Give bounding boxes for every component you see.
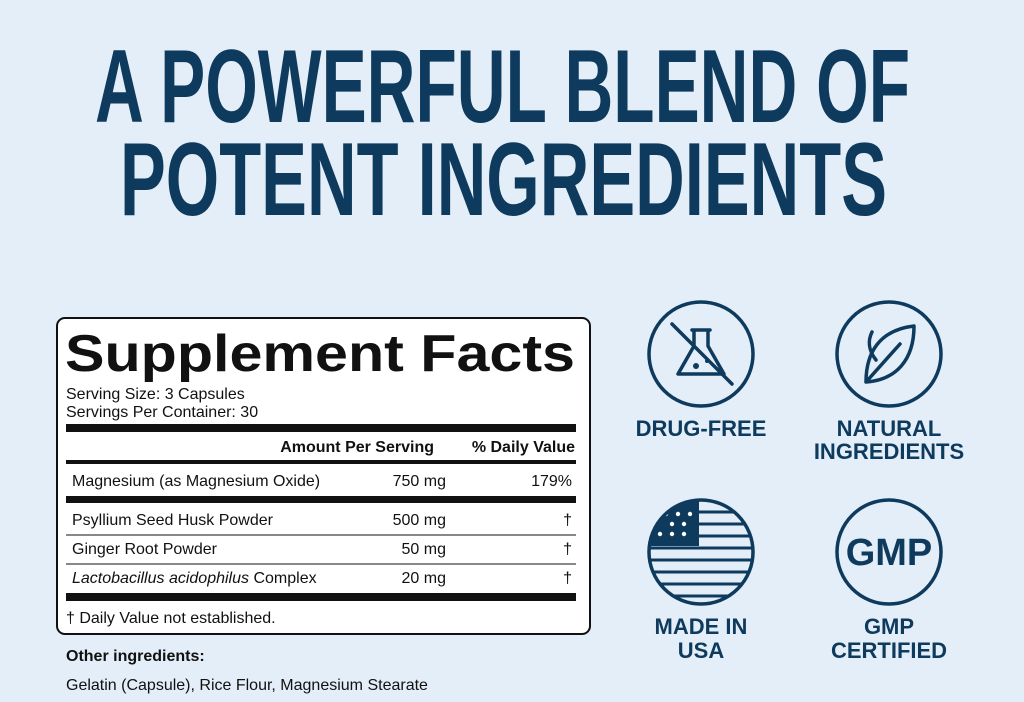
natural-icon (835, 300, 943, 408)
gmp-icon-text: GMP (846, 532, 933, 574)
badge-label: DRUG-FREE (636, 416, 767, 441)
badge-label: USA (678, 638, 725, 663)
ingredient-dv: † (563, 570, 572, 587)
ingredient-dv: † (563, 512, 572, 529)
ingredient-dv: 179% (531, 473, 572, 490)
badge-label: MADE IN (655, 614, 748, 639)
ingredient-name: Ginger Root Powder (72, 541, 218, 558)
gmp-icon (835, 498, 943, 606)
other-ingredients-text: Gelatin (Capsule), Rice Flour, Magnesium… (66, 677, 428, 694)
badge-label: NATURAL (837, 416, 942, 441)
ingredient-name: Lactobacillus acidophilus Complex (72, 570, 317, 587)
column-header: Amount Per Serving (280, 439, 434, 456)
title-line: POTENT INGREDIENTS (120, 122, 887, 238)
title-line: A POWERFUL BLEND OF (95, 29, 910, 145)
facts-panel (56, 317, 591, 635)
thick-rule (66, 424, 576, 432)
ingredient-name: Psyllium Seed Husk Powder (72, 512, 274, 529)
thick-rule (66, 496, 576, 503)
ingredient-amount: 500 mg (393, 512, 446, 529)
ingredient-amount: 50 mg (402, 541, 446, 558)
column-header: % Daily Value (472, 439, 575, 456)
badge-label: GMP (864, 614, 914, 639)
ingredient-name-suffix: Complex (253, 570, 316, 587)
ingredient-dv: † (563, 541, 572, 558)
ingredient-amount: 20 mg (402, 570, 446, 587)
thick-rule (66, 593, 576, 601)
other-ingredients-label: Other ingredients: (66, 648, 205, 665)
badge-label: INGREDIENTS (814, 439, 964, 464)
footnote: † Daily Value not established. (66, 610, 276, 627)
ingredient-amount: 750 mg (393, 473, 446, 490)
facts-heading: Supplement Facts (65, 325, 575, 383)
ingredient-name-italic: Lactobacillus acidophilus (72, 570, 249, 587)
ingredient-name: Magnesium (as Magnesium Oxide) (72, 473, 320, 490)
medium-rule (66, 460, 576, 464)
servings-per-container: Servings Per Container: 30 (66, 404, 258, 421)
badge-label: CERTIFIED (831, 638, 947, 663)
drug-free-icon (647, 300, 755, 408)
serving-size: Serving Size: 3 Capsules (66, 386, 245, 403)
